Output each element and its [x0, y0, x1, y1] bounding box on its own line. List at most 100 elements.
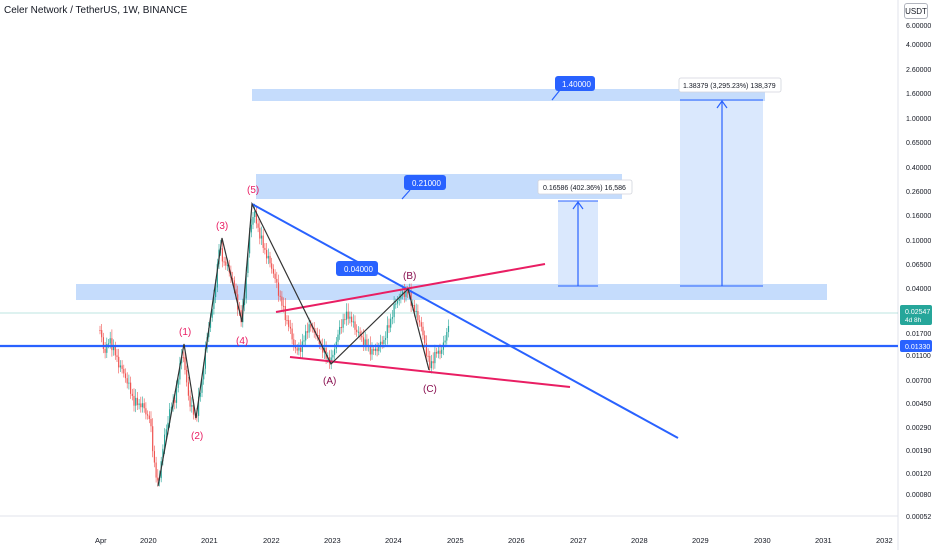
candle-body — [390, 318, 392, 328]
candle-body — [186, 370, 188, 383]
candle-body — [191, 405, 193, 407]
target-callout-1[interactable]: 0.04000 — [336, 261, 378, 276]
candle-body — [306, 331, 308, 333]
candle-body — [381, 341, 383, 344]
candle-body — [281, 296, 283, 306]
candle-body — [378, 347, 380, 352]
support-price-badge: 0.01330 — [900, 340, 932, 352]
price-tick-label: 0.00080 — [906, 492, 931, 499]
time-tick-label: 2026 — [508, 536, 525, 545]
candle-body — [322, 345, 324, 353]
candle-body — [398, 298, 400, 301]
candle-body — [143, 403, 145, 409]
candle-body — [128, 382, 130, 384]
candle-body — [405, 291, 407, 297]
candle-body — [266, 249, 268, 259]
target-label-1: 0.04000 — [344, 265, 373, 274]
candle-body — [182, 357, 184, 359]
candle-body — [106, 343, 108, 353]
candle-body — [233, 280, 235, 290]
candle-body — [300, 347, 302, 352]
candle-body — [135, 397, 137, 406]
time-axis[interactable]: Apr 2020 2021 2022 2023 2024 2025 2026 2… — [95, 536, 893, 545]
candle-body — [192, 405, 195, 415]
candle-body — [391, 317, 393, 319]
candle-body — [101, 330, 103, 338]
candle-body — [441, 349, 443, 354]
price-axis[interactable]: 6.00000 4.00000 2.60000 1.60000 1.00000 … — [900, 23, 932, 521]
candle-body — [213, 297, 215, 309]
candle-body — [136, 397, 138, 406]
measure-arrowhead-1 — [572, 200, 584, 210]
symbol-title[interactable]: Celer Network / TetherUS, 1W, BINANCE — [4, 5, 187, 16]
candle-body — [243, 298, 246, 306]
candle-body — [439, 350, 441, 354]
candle-body — [148, 415, 150, 420]
candle-body — [150, 419, 152, 427]
measure-arrowhead-2 — [716, 99, 728, 109]
candle-body — [170, 406, 172, 410]
candle-body — [189, 395, 191, 407]
title-separator: , — [137, 5, 143, 16]
candle-body — [99, 330, 101, 331]
candle-body — [437, 350, 439, 354]
price-tick-label: 0.10000 — [906, 238, 931, 245]
target-callout-3[interactable]: 1.40000 — [551, 76, 595, 101]
time-tick-label: 2022 — [263, 536, 280, 545]
candle-body — [277, 282, 280, 296]
descending-trendline — [251, 203, 679, 439]
candle-body — [184, 357, 186, 371]
candle-body — [153, 451, 155, 463]
candle-body — [225, 261, 227, 266]
candle-body — [417, 311, 419, 321]
measure-label-1[interactable]: 0.16586 (402.36%) 16,586 — [537, 179, 633, 195]
candle-body — [388, 325, 390, 328]
price-tick-label: 0.01100 — [906, 353, 931, 360]
candle-body — [436, 351, 438, 354]
price-tick-label: 0.00290 — [906, 425, 931, 432]
candle-body — [235, 289, 237, 295]
candle-body — [283, 305, 285, 307]
candle-body — [124, 373, 127, 379]
target-callout-2[interactable]: 0.21000 — [401, 175, 446, 200]
candle-body — [403, 291, 405, 297]
candle-body — [252, 217, 254, 225]
candle-body — [402, 291, 404, 295]
support-price-value: 0.01330 — [905, 344, 930, 351]
currency-button[interactable]: USDT — [904, 3, 928, 19]
currency-label: USDT — [905, 6, 927, 16]
candle-body — [374, 348, 376, 351]
elliott-wave-path — [157, 201, 430, 487]
price-tick-label: 0.40000 — [906, 165, 931, 172]
candle-body — [162, 448, 164, 462]
candle-body — [311, 327, 314, 329]
wave-label-2: (2) — [191, 431, 203, 442]
measure-label-2[interactable]: 1.38379 (3,295.23%) 138,379 — [678, 77, 782, 93]
candle-body — [131, 393, 133, 396]
candle-body — [169, 409, 171, 423]
price-tick-label: 2.60000 — [906, 67, 931, 74]
candle-body — [232, 277, 234, 281]
target-label-3: 1.40000 — [562, 80, 591, 89]
candle-body — [362, 337, 365, 345]
candle-body — [107, 343, 110, 345]
candle-body — [427, 355, 429, 357]
candle-body — [147, 414, 149, 416]
candle-body — [340, 326, 342, 328]
candle-body — [298, 347, 300, 351]
candle-body — [344, 319, 346, 321]
wave-label-3: (3) — [216, 221, 228, 232]
candle-body — [371, 349, 373, 355]
candle-body — [352, 321, 354, 323]
wave-label-b: (B) — [403, 271, 416, 282]
candle-body — [289, 326, 291, 329]
price-tick-label: 0.06500 — [906, 262, 931, 269]
candle-body — [356, 329, 358, 332]
current-price-badge: 0.02547 4d 8h — [900, 305, 932, 325]
candle-body — [140, 403, 142, 408]
time-tick-label: 2031 — [815, 536, 832, 545]
candle-body — [177, 379, 179, 388]
candle-body — [204, 348, 206, 369]
